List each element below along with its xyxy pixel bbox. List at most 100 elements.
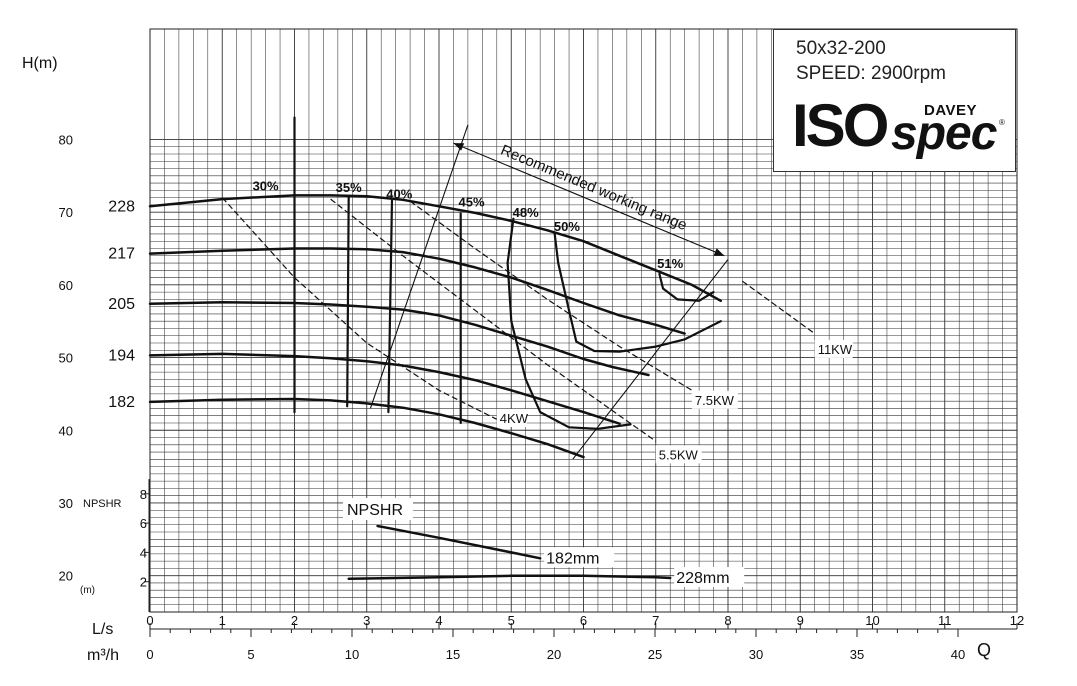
npsh-axis-label: NPSHR xyxy=(83,498,122,510)
npshr-curve-label: 228mm xyxy=(676,570,729,587)
power-label-bg xyxy=(691,390,738,409)
m3h-tick-label: 30 xyxy=(749,647,763,662)
ls-tick-label: 5 xyxy=(508,613,515,628)
head-curve-label-bg xyxy=(100,243,140,262)
head-tick-label: 40 xyxy=(59,423,73,438)
plot-border xyxy=(149,28,1018,613)
head-curve-label-bg xyxy=(100,196,140,215)
m3h-tick-label: 10 xyxy=(345,647,359,662)
head-tick-label: 20 xyxy=(59,569,73,584)
head-curve-label-bg xyxy=(100,345,140,364)
power-label: 4KW xyxy=(500,411,529,426)
head-curve xyxy=(148,247,686,335)
head-curve-label: 217 xyxy=(108,246,135,263)
range-boundary-right xyxy=(572,259,729,460)
head-curve xyxy=(148,352,621,425)
head-curve-label: 205 xyxy=(108,296,135,313)
head-curve-label-bg xyxy=(100,293,140,312)
efficiency-line xyxy=(346,195,350,408)
m3h-tick-label: 25 xyxy=(648,647,662,662)
ls-tick-label: 4 xyxy=(435,613,442,628)
head-tick-label: 50 xyxy=(59,351,73,366)
speed-subtitle: SPEED: 2900rpm xyxy=(796,63,946,84)
npshr-title: NPSHR xyxy=(347,502,403,519)
ls-tick-label: 3 xyxy=(363,613,370,628)
power-line xyxy=(221,197,498,420)
ls-tick-label: 0 xyxy=(146,613,153,628)
efficiency-label: 45% xyxy=(458,194,484,209)
efficiency-lines: 30% 35% 40%45%48%50%51% xyxy=(253,116,722,430)
power-label: 5.5KW xyxy=(659,447,699,462)
npsh-unit-label: (m) xyxy=(80,585,95,596)
npsh-tick-label: 6 xyxy=(140,516,147,531)
head-curve xyxy=(148,194,723,303)
head-tick-label: 80 xyxy=(59,132,73,147)
efficiency-line xyxy=(658,272,715,302)
npshr-curves: 182mm 228mm NPSHR xyxy=(343,498,745,588)
efficiency-label: 30% xyxy=(253,178,279,193)
model-title: 50x32-200 xyxy=(796,38,886,59)
npshr-curve-label: 182mm xyxy=(546,550,599,567)
efficiency-label: 48% xyxy=(513,205,539,220)
efficiency-label: 51% xyxy=(657,256,683,271)
ls-tick-label: 10 xyxy=(865,613,879,628)
head-curve-label: 228 xyxy=(108,198,135,215)
range-boundary-left xyxy=(369,124,469,409)
ls-tick-label: 8 xyxy=(724,613,731,628)
efficiency-line xyxy=(553,232,722,353)
power-label: 11KW xyxy=(818,342,853,357)
head-curve-label: 182 xyxy=(108,394,135,411)
head-curves: 228 217 205 194 182 xyxy=(100,194,723,459)
m3h-tick-label: 15 xyxy=(446,647,460,662)
brand-registered-mark: ® xyxy=(999,118,1005,127)
power-label-bg xyxy=(496,408,527,427)
ls-tick-label: 7 xyxy=(652,613,659,628)
range-arrowhead xyxy=(713,248,725,256)
power-line xyxy=(409,200,693,391)
plot-frame xyxy=(149,28,1018,613)
efficiency-label: 50% xyxy=(554,219,580,234)
head-tick-label: 30 xyxy=(59,496,73,511)
npshr-label-bg xyxy=(674,567,745,588)
m3h-tick-label: 5 xyxy=(247,647,254,662)
ls-tick-label: 12 xyxy=(1010,613,1024,628)
head-curve xyxy=(148,301,650,377)
range-arrowhead xyxy=(453,143,465,151)
range-arrow xyxy=(453,142,725,257)
ls-tick-label: 9 xyxy=(797,613,804,628)
head-curve-label-bg xyxy=(100,391,140,410)
npshr-curve xyxy=(376,524,542,560)
npsh-tick-label: 8 xyxy=(140,487,147,502)
power-lines: 4KW 5.5KW 7.5KW 11KW xyxy=(221,197,853,464)
head-curve-label: 194 xyxy=(108,347,135,364)
npshr-title-bg xyxy=(343,498,413,520)
npshr-label-bg xyxy=(544,547,615,568)
m3h-tick-label: 20 xyxy=(547,647,561,662)
power-label: 7.5KW xyxy=(695,393,735,408)
pump-info-box: 50x32-200 SPEED: 2900rpm ISO spec DAVEY … xyxy=(773,29,1016,172)
npshr-curve xyxy=(347,574,672,581)
m3h-tick-label: 40 xyxy=(951,647,965,662)
ls-tick-label: 2 xyxy=(291,613,298,628)
power-label-bg xyxy=(814,339,853,358)
ls-tick-label: 6 xyxy=(580,613,587,628)
ls-axis-label: L/s xyxy=(92,621,113,638)
head-curve xyxy=(148,397,585,459)
flow-q-label: Q xyxy=(977,640,991,660)
brand-logo-spec: spec xyxy=(891,107,997,160)
power-line xyxy=(742,280,816,335)
efficiency-label: 35% xyxy=(336,180,362,195)
power-label-bg xyxy=(655,445,702,464)
npsh-tick-label: 2 xyxy=(140,575,147,590)
head-tick-label: 60 xyxy=(59,278,73,293)
ls-tick-label: 1 xyxy=(219,613,226,628)
ls-tick-label: 11 xyxy=(938,613,952,628)
npsh-tick-label: 4 xyxy=(140,545,147,560)
brand-logo-iso: ISO xyxy=(792,92,889,159)
m3h-tick-label: 35 xyxy=(850,647,864,662)
efficiency-line xyxy=(387,198,394,414)
head-tick-label: 70 xyxy=(59,205,73,220)
m3h-axis-label: m³/h xyxy=(87,647,119,664)
